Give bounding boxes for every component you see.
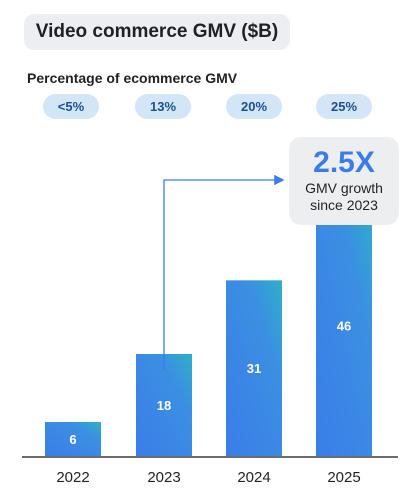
x-tick-label-2025: 2025 bbox=[327, 469, 360, 486]
growth-callout: 2.5X GMV growth since 2023 bbox=[289, 137, 399, 225]
growth-text-line2: since 2023 bbox=[310, 197, 378, 213]
pct-pill-2023: 13% bbox=[135, 94, 191, 119]
bar-value-label-2023: 18 bbox=[157, 398, 171, 413]
bar-value-label-2025: 46 bbox=[337, 319, 351, 334]
pct-pill-2022: <5% bbox=[43, 94, 99, 119]
growth-multiplier: 2.5X bbox=[313, 146, 375, 179]
bar-value-label-2022: 6 bbox=[69, 432, 76, 447]
pct-pill-2025: 25% bbox=[316, 94, 372, 119]
chart-title: Video commerce GMV ($B) bbox=[24, 14, 290, 50]
bar-2022 bbox=[45, 422, 101, 456]
growth-text-line1: GMV growth bbox=[305, 180, 383, 196]
percentage-label: Percentage of ecommerce GMV bbox=[27, 70, 238, 86]
growth-arrow bbox=[163, 174, 285, 370]
x-tick-label-2023: 2023 bbox=[147, 469, 180, 486]
x-tick-label-2024: 2024 bbox=[237, 469, 270, 486]
bar-2023 bbox=[136, 354, 192, 456]
x-tick-label-2022: 2022 bbox=[56, 469, 89, 486]
bar-2024 bbox=[226, 280, 282, 456]
bar-2025 bbox=[316, 195, 372, 457]
pct-pill-2024: 20% bbox=[226, 94, 282, 119]
bar-value-label-2024: 31 bbox=[247, 361, 261, 376]
